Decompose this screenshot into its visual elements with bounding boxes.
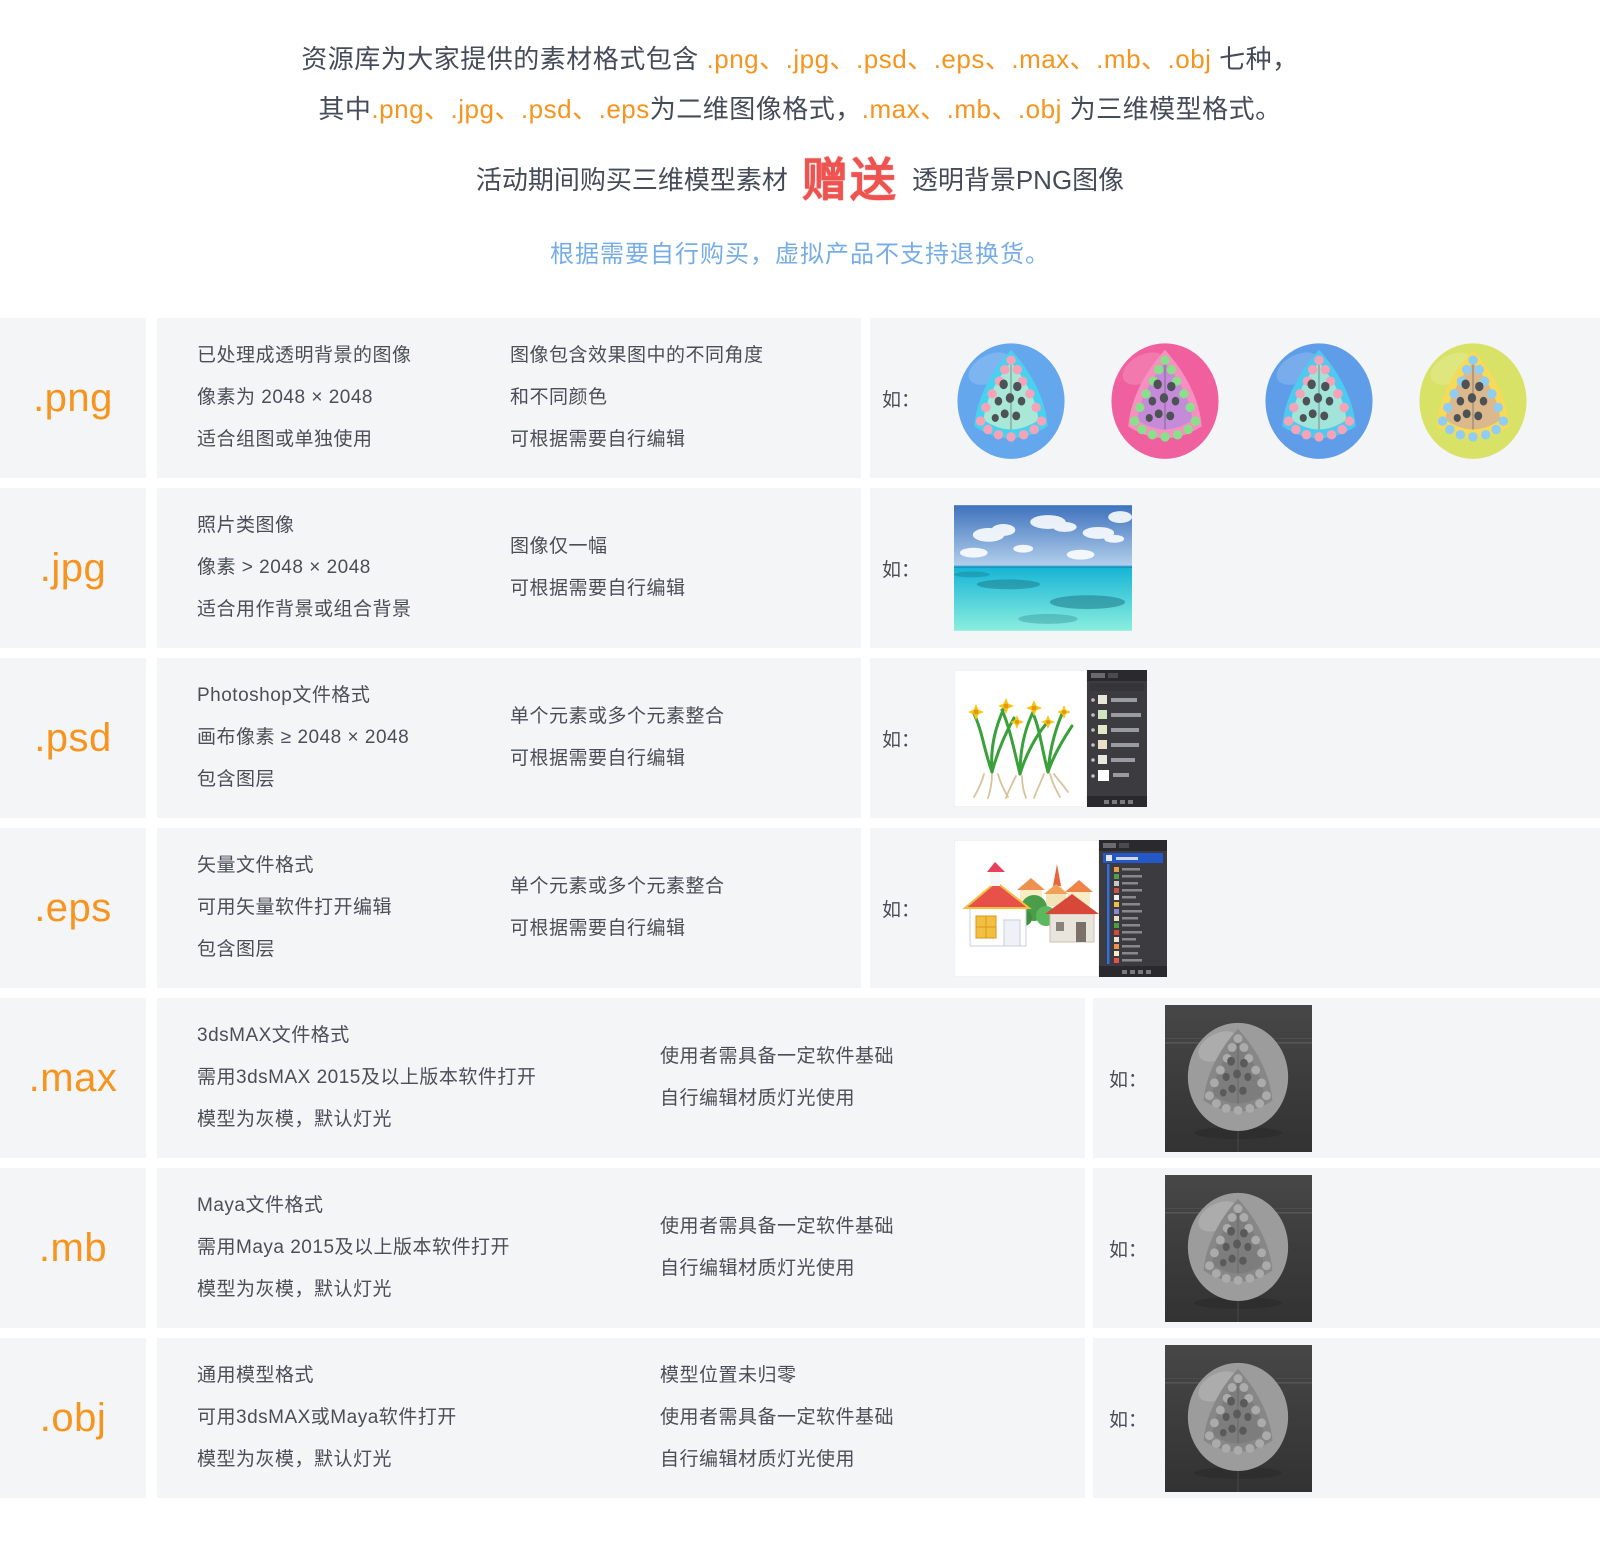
psd-desc-col2: 单个元素或多个元素整合 可根据需要自行编辑	[510, 706, 725, 769]
obj-text-cell: 通用模型格式 可用3dsMAX或Maya软件打开 模型为灰模，默认灯光 模型位置未归…	[157, 1338, 1085, 1498]
mb-example-cell: 如：	[1093, 1168, 1600, 1328]
illustrator-layers-panel	[1099, 839, 1168, 977]
png-label-cell: .png	[0, 318, 146, 478]
png-format-name: .png	[33, 375, 113, 420]
png-example-ball-blue-1	[956, 342, 1066, 460]
mb-desc-col2: 使用者需具备一定软件基础 自行编辑材质灯光使用	[660, 1216, 895, 1279]
max-desc-col2: 使用者需具备一定软件基础 自行编辑材质灯光使用	[660, 1046, 895, 1109]
jpg-example-beach-photo	[954, 505, 1133, 631]
row-obj: .obj 通用模型格式 可用3dsMAX或Maya软件打开 模型为灰模，默认灯光 模…	[0, 1338, 1600, 1498]
psd-example-cell: 如：	[870, 658, 1600, 818]
example-label: 如：	[882, 899, 921, 921]
intro-line-1-formats: .png、.jpg、.psd、.eps、.max、.mb、.obj	[706, 44, 1212, 74]
promo-pre-text: 活动期间购买三维模型素材	[475, 165, 788, 195]
psd-label-cell: .psd	[0, 658, 146, 818]
mb-example-gray-model	[1165, 1174, 1313, 1322]
intro-line-1-suffix: 七种，	[1211, 44, 1299, 74]
png-example-ball-blue-2	[1264, 342, 1374, 460]
example-label: 如：	[1109, 1239, 1148, 1261]
psd-text-cell: Photoshop文件格式 画布像素 ≥ 2048 × 2048 包含图层 单个元素…	[157, 658, 861, 818]
png-desc-col2: 图像包含效果图中的不同角度 和不同颜色 可根据需要自行编辑	[510, 345, 764, 450]
obj-example-cell: 如：	[1093, 1338, 1600, 1498]
intro-line-2-suffix: 为三维模型格式。	[1061, 94, 1282, 124]
max-example-cell: 如：	[1093, 998, 1600, 1158]
png-text-cell: 已处理成透明背景的图像 像素为 2048 × 2048 适合组图或单独使用 图像包含…	[157, 318, 861, 478]
row-mb: .mb Maya文件格式 需用Maya 2015及以上版本软件打开 模型为灰模，默认…	[0, 1168, 1600, 1328]
intro-header: 资源库为大家提供的素材格式包含 .png、.jpg、.psd、.eps、.max…	[0, 0, 1600, 318]
intro-line-2: 其中.png、.jpg、.psd、.eps为二维图像格式，.max、.mb、.o…	[0, 84, 1600, 134]
png-example-cell: 如：	[870, 318, 1600, 478]
example-label: 如：	[882, 559, 921, 581]
mb-format-name: .mb	[38, 1225, 108, 1270]
example-label: 如：	[1109, 1409, 1148, 1431]
eps-label-cell: .eps	[0, 828, 146, 988]
jpg-text-cell: 照片类图像 像素 > 2048 × 2048 适合用作背景或组合背景 图像仅一幅 可根…	[157, 488, 861, 648]
obj-label-cell: .obj	[0, 1338, 146, 1498]
row-eps: .eps 矢量文件格式 可用矢量软件打开编辑 包含图层 单个元素或多个元素整合 可根据…	[0, 828, 1600, 988]
mb-label-cell: .mb	[0, 1168, 146, 1328]
obj-desc-col2: 模型位置未归零 使用者需具备一定软件基础 自行编辑材质灯光使用	[660, 1365, 895, 1470]
row-png: .png 已处理成透明背景的图像 像素为 2048 × 2048 适合组图或单独使用…	[0, 318, 1600, 478]
intro-line-2-formats-3d: .max、.mb、.obj	[861, 94, 1062, 124]
row-max: .max 3dsMAX文件格式 需用3dsMAX 2015及以上版本软件打开 模型为…	[0, 998, 1600, 1158]
eps-example-cell: 如：	[870, 828, 1600, 988]
jpg-desc-col1: 照片类图像 像素 > 2048 × 2048 适合用作背景或组合背景	[197, 515, 412, 620]
eps-example-screenshot	[954, 839, 1168, 977]
psd-desc-col1: Photoshop文件格式 画布像素 ≥ 2048 × 2048 包含图层	[197, 685, 410, 790]
psd-format-name: .psd	[34, 715, 112, 760]
photoshop-layers-panel	[1087, 669, 1148, 807]
jpg-label-cell: .jpg	[0, 488, 146, 648]
jpg-desc-col2: 图像仅一幅 可根据需要自行编辑	[510, 536, 686, 599]
png-example-ball-pink	[1110, 342, 1220, 460]
obj-example-gray-model	[1165, 1344, 1313, 1492]
obj-format-name: .obj	[39, 1395, 107, 1440]
intro-line-1-text: 资源库为大家提供的素材格式包含	[301, 44, 707, 74]
intro-line-2-mid: 为二维图像格式，	[649, 94, 862, 124]
max-desc-col1: 3dsMAX文件格式 需用3dsMAX 2015及以上版本软件打开 模型为灰模，默认…	[197, 1025, 537, 1130]
mb-text-cell: Maya文件格式 需用Maya 2015及以上版本软件打开 模型为灰模，默认灯光 使…	[157, 1168, 1085, 1328]
example-label: 如：	[882, 729, 921, 751]
eps-text-cell: 矢量文件格式 可用矢量软件打开编辑 包含图层 单个元素或多个元素整合 可根据需要自行编…	[157, 828, 861, 988]
intro-line-1: 资源库为大家提供的素材格式包含 .png、.jpg、.psd、.eps、.max…	[0, 34, 1600, 84]
jpg-example-cell: 如：	[870, 488, 1600, 648]
mb-desc-col1: Maya文件格式 需用Maya 2015及以上版本软件打开 模型为灰模，默认灯光	[197, 1195, 511, 1300]
obj-desc-col1: 通用模型格式 可用3dsMAX或Maya软件打开 模型为灰模，默认灯光	[197, 1365, 457, 1470]
eps-format-name: .eps	[34, 885, 112, 930]
gift-stamp: 赠送	[801, 154, 898, 206]
png-desc-col1: 已处理成透明背景的图像 像素为 2048 × 2048 适合组图或单独使用	[197, 345, 412, 450]
example-label: 如：	[1109, 1069, 1148, 1091]
promo-line: 活动期间购买三维模型素材 赠送 透明背景PNG图像	[0, 152, 1600, 208]
vector-village-illustration	[962, 861, 1100, 946]
max-example-gray-model	[1165, 1004, 1313, 1152]
example-label: 如：	[882, 389, 921, 411]
max-label-cell: .max	[0, 998, 146, 1158]
max-text-cell: 3dsMAX文件格式 需用3dsMAX 2015及以上版本软件打开 模型为灰模，默认…	[157, 998, 1085, 1158]
intro-line-2-formats-2d: .png、.jpg、.psd、.eps	[371, 94, 650, 124]
row-jpg: .jpg 照片类图像 像素 > 2048 × 2048 适合用作背景或组合背景 图像…	[0, 488, 1600, 648]
psd-example-screenshot	[954, 669, 1148, 807]
intro-line-2-text: 其中	[318, 94, 372, 124]
row-psd: .psd Photoshop文件格式 画布像素 ≥ 2048 × 2048 包含图层…	[0, 658, 1600, 818]
jpg-format-name: .jpg	[39, 545, 107, 590]
eps-desc-col1: 矢量文件格式 可用矢量软件打开编辑 包含图层	[197, 855, 393, 960]
eps-desc-col2: 单个元素或多个元素整合 可根据需要自行编辑	[510, 876, 725, 939]
purchase-note: 根据需要自行购买，虚拟产品不支持退换货。	[550, 241, 1050, 268]
max-format-name: .max	[28, 1055, 118, 1100]
png-example-ball-yellow	[1418, 342, 1528, 460]
promo-post-text: 透明背景PNG图像	[911, 165, 1125, 195]
